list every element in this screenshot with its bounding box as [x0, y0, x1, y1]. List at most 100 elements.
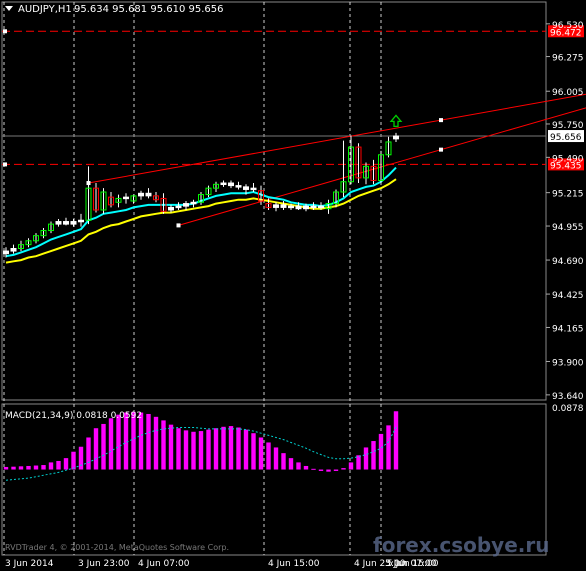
- ma-fast-line: [5, 166, 397, 258]
- macd-histogram-bar: [371, 441, 376, 470]
- candle-body: [40, 230, 47, 237]
- candle-body: [213, 183, 219, 189]
- candle-body: [160, 197, 167, 212]
- macd-histogram-bar: [251, 433, 256, 470]
- macd-signal-line: [5, 427, 397, 481]
- y-tick-label: 95.215: [552, 190, 584, 200]
- macd-histogram-bar: [243, 429, 249, 470]
- candle-body: [93, 187, 99, 211]
- x-tick-label: 5 Jun 15:00: [387, 559, 439, 569]
- macd-histogram-bar: [138, 412, 144, 470]
- macd-histogram-bar: [116, 414, 121, 470]
- macd-histogram-bar: [386, 425, 391, 470]
- macd-histogram-bar: [288, 458, 294, 470]
- x-tick-label: 3 Jun 2014: [5, 559, 54, 569]
- candle-body: [48, 223, 54, 232]
- candle-body: [265, 203, 272, 208]
- candle-body: [18, 244, 24, 250]
- current-price-badge: [548, 130, 584, 143]
- candle-body: [340, 181, 347, 193]
- candle-body: [138, 192, 144, 197]
- candle-body: [168, 206, 174, 211]
- candle-body: [108, 196, 114, 206]
- macd-histogram-bar: [33, 465, 39, 470]
- macd-histogram-bar: [348, 462, 354, 470]
- macd-histogram-bar: [183, 430, 189, 470]
- macd-histogram-bar: [326, 469, 331, 472]
- macd-histogram-bar: [213, 428, 219, 470]
- candle-body: [220, 182, 227, 186]
- macd-histogram-bar: [206, 429, 211, 470]
- y-tick-label: 93.640: [552, 392, 584, 402]
- ohlc-values: 95.634 95.681 95.610 95.656: [74, 4, 224, 15]
- candle-body: [25, 240, 32, 246]
- candle-body: [153, 195, 159, 201]
- candle-body: [183, 203, 189, 207]
- trend-line-anchor: [439, 118, 443, 123]
- macd-panel-frame: [1, 403, 547, 556]
- macd-histogram-bar: [221, 426, 226, 470]
- macd-histogram-bar: [266, 442, 271, 470]
- macd-histogram-bar: [93, 428, 99, 470]
- chart-menu-triangle-icon[interactable]: [5, 6, 13, 11]
- macd-histogram-bar: [86, 437, 91, 470]
- macd-histogram-bar: [198, 431, 204, 470]
- site-watermark: forex.csobye.ru: [373, 533, 549, 557]
- candle-body: [145, 192, 152, 197]
- macd-histogram-bar: [63, 458, 69, 470]
- candle-body: [235, 185, 242, 188]
- candle-body: [70, 221, 77, 225]
- candle-body: [295, 205, 302, 210]
- candle-body: [190, 201, 197, 205]
- macd-histogram-bar: [11, 466, 16, 470]
- candle-body: [273, 204, 279, 208]
- macd-histogram-bar: [318, 469, 324, 471]
- y-tick-label: 94.690: [552, 257, 584, 267]
- candle-body: [205, 187, 212, 196]
- macd-histogram-bar: [56, 460, 61, 470]
- y-tick-label: 96.275: [552, 54, 584, 64]
- copyright-watermark: RVDTrader 4, © 2001-2014, MetaQuotes Sof…: [5, 543, 229, 552]
- horizontal-line-price-badge: [548, 25, 584, 38]
- macd-histogram-bar: [258, 437, 264, 470]
- macd-histogram-bar: [108, 418, 114, 470]
- candle-body: [100, 191, 107, 211]
- x-tick-label: 5 Jun 07:00: [385, 559, 437, 569]
- candle-body: [33, 235, 39, 242]
- trend-line: [178, 107, 586, 226]
- candle-body: [303, 205, 309, 210]
- horizontal-line-anchor: [3, 29, 7, 34]
- horizontal-line-price-badge: [548, 158, 584, 171]
- y-tick-label: 96.530: [552, 21, 584, 31]
- candle-body: [355, 146, 362, 179]
- macd-histogram-bar: [146, 413, 151, 470]
- macd-histogram-bar: [303, 465, 309, 470]
- y-tick-label: 94.955: [552, 223, 584, 233]
- candle-body: [288, 205, 294, 209]
- macd-histogram-bar: [3, 466, 9, 470]
- candle-body: [363, 165, 369, 179]
- x-tick-label: 4 Jun 23:00: [354, 559, 406, 569]
- candle-body: [130, 195, 137, 202]
- candle-body: [393, 135, 399, 140]
- macd-histogram-bar: [161, 420, 166, 470]
- current-price-label: 95.656: [550, 133, 582, 143]
- candle-body: [318, 205, 324, 209]
- trend-line-anchor: [176, 223, 181, 228]
- macd-histogram-bar: [123, 412, 129, 470]
- macd-histogram-bar: [296, 462, 301, 470]
- y-tick-label: 94.425: [552, 291, 584, 301]
- horizontal-line-price-label: 96.472: [550, 28, 582, 38]
- macd-histogram-bar: [356, 455, 361, 470]
- candle-body: [228, 182, 234, 187]
- macd-histogram-bar: [18, 466, 24, 470]
- candle-body: [280, 204, 287, 208]
- macd-label: MACD(21,34,9) 0.0818 0.0592: [5, 411, 142, 421]
- candle-body: [243, 186, 249, 190]
- y-tick-label: 93.900: [552, 358, 584, 368]
- macd-histogram-bar: [333, 469, 339, 471]
- horizontal-line-price-label: 95.435: [550, 161, 582, 171]
- macd-histogram-bar: [341, 468, 346, 470]
